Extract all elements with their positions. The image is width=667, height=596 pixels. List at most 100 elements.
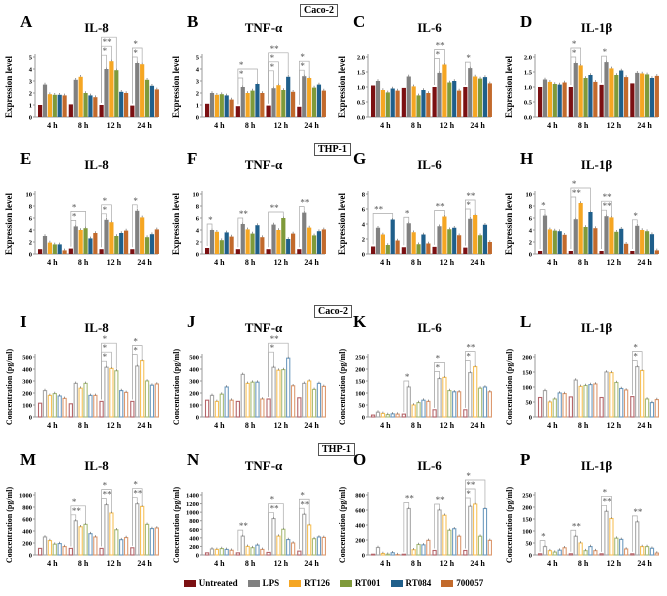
bar-lps [42, 390, 48, 418]
bar-untreated [130, 400, 135, 418]
legend-item: RT126 [289, 578, 330, 588]
chart-svg: M IL-8 Concentration (pg/ml) 0 200 400 600 800 1… [5, 450, 160, 568]
bar-700057 [229, 549, 234, 556]
bar-lps [437, 72, 442, 117]
bar-700057 [154, 527, 160, 556]
y-tick-label: 4 [362, 222, 366, 229]
bar-700057 [562, 82, 567, 117]
panel-letter: D [520, 12, 532, 31]
bar-700057 [426, 400, 431, 418]
significance-mark: ** [466, 480, 476, 490]
bar-rt084 [390, 219, 395, 254]
bar-rt001 [83, 93, 88, 117]
bar-rt126 [411, 549, 416, 556]
significance-mark: * [239, 60, 244, 70]
panel-i: I IL-8 Concentration (pg/ml) 0 100 200 300 400 5… [0, 300, 167, 440]
bar-untreated [204, 552, 210, 556]
y-axis-label: Expression level [171, 192, 181, 255]
significance-mark: * [270, 53, 275, 63]
bar-rt001 [219, 393, 224, 418]
significance-mark: ** [603, 201, 613, 211]
y-tick-label: 400 [189, 367, 199, 374]
legend-item: RT001 [339, 578, 381, 588]
bar-lps [375, 546, 381, 556]
bar-rt001 [385, 92, 390, 117]
bar-untreated [204, 399, 210, 418]
bar-rt001 [311, 538, 317, 556]
bar-lps [468, 218, 473, 254]
bar-rt084 [316, 382, 322, 418]
x-tick-label: 8 h [411, 121, 422, 130]
bar-rt126 [276, 230, 281, 254]
panel-l: L IL-1β Concentration (pg/ml) 0 50 100 150 200 4… [500, 300, 667, 440]
bar-rt084 [649, 234, 655, 254]
y-tick-label: 250 [522, 493, 532, 500]
bar-rt001 [583, 227, 588, 254]
bar-rt084 [119, 91, 124, 117]
bar-lps [302, 513, 307, 556]
bar-700057 [487, 539, 493, 556]
significance-mark: * [633, 352, 638, 362]
y-tick-label: 300 [22, 379, 32, 386]
significance-mark: * [466, 489, 471, 499]
y-tick-label: 100 [189, 403, 199, 410]
bar-rt126 [578, 203, 583, 254]
y-tick-label: 500 [189, 355, 199, 362]
panel-title: TNF-α [245, 320, 283, 335]
bar-rt126 [214, 94, 219, 117]
bar-rt126 [140, 217, 145, 254]
x-tick-label: 4 h [380, 559, 391, 568]
x-tick-label: 24 h [304, 421, 319, 430]
bar-lps [240, 224, 245, 254]
bar-lps [468, 372, 473, 418]
bar-untreated [37, 402, 43, 418]
panel-letter: O [353, 450, 366, 469]
bar-700057 [426, 539, 431, 556]
y-tick-label: 400 [189, 535, 199, 542]
bar-lps [209, 93, 215, 117]
significance-mark: * [603, 487, 608, 497]
bar-rt084 [557, 231, 562, 254]
y-tick-label: 4 [29, 228, 33, 235]
bar-rt084 [421, 399, 426, 418]
legend-label: Untreated [198, 578, 238, 588]
legend-swatch [390, 580, 403, 588]
panel-letter: M [20, 450, 36, 469]
bar-rt001 [281, 369, 286, 418]
x-tick-label: 12 h [440, 121, 455, 130]
panel-letter: J [187, 312, 196, 331]
significance-mark: ** [300, 499, 310, 509]
bar-700057 [624, 243, 629, 254]
significance-bracket [70, 505, 86, 547]
bar-untreated [568, 553, 574, 556]
x-tick-label: 24 h [470, 559, 485, 568]
bar-rt001 [614, 75, 619, 117]
bar-700057 [124, 230, 129, 254]
bar-rt126 [307, 227, 312, 254]
significance-bracket [539, 209, 546, 249]
y-tick-label: 3 [29, 79, 33, 86]
bar-rt126 [47, 394, 53, 418]
x-tick-label: 24 h [470, 421, 485, 430]
bar-untreated [463, 247, 468, 254]
bar-untreated [401, 247, 406, 254]
bar-700057 [487, 83, 492, 117]
y-tick-label: 10 [193, 192, 200, 199]
significance-bracket [70, 211, 86, 247]
significance-bracket [101, 342, 117, 400]
y-tick-label: 0.0 [357, 115, 365, 122]
significance-bracket [601, 55, 607, 83]
y-tick-label: 0 [29, 553, 32, 560]
significance-bracket [101, 36, 117, 103]
y-tick-label: 8 [29, 204, 33, 211]
y-axis-label: Concentration (pg/ml) [338, 487, 347, 564]
bar-untreated [68, 104, 73, 117]
bar-700057 [654, 399, 660, 418]
panel-title: TNF-α [245, 157, 283, 172]
bar-rt126 [411, 232, 416, 254]
legend-label: RT084 [405, 578, 432, 588]
x-tick-label: 12 h [107, 121, 122, 130]
y-tick-label: 6 [362, 207, 366, 214]
bar-lps [573, 219, 578, 254]
